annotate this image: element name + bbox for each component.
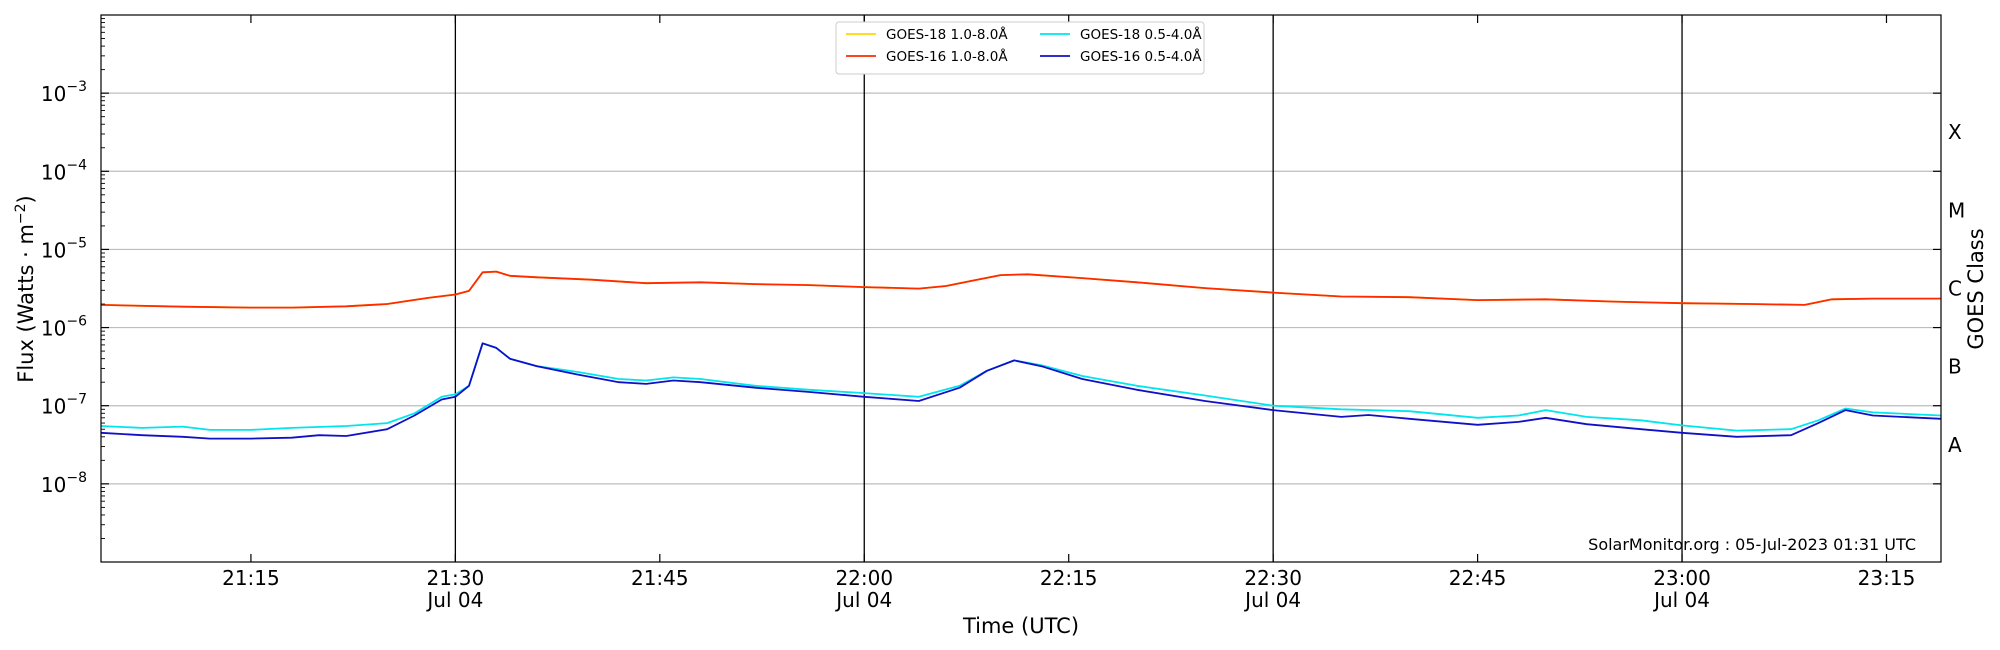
x-tick-label: 22:45 (1449, 566, 1507, 590)
grid-lines (101, 92, 1941, 485)
legend-entry-1: GOES-16 1.0-8.0Å (886, 48, 1008, 65)
y-tick-label: 10−3 (41, 79, 87, 106)
goes-class-label: B (1948, 355, 1962, 379)
y-tick-label: 10−6 (41, 314, 87, 341)
y-tick-exponent: −4 (66, 157, 87, 173)
y-tick-label: 10−5 (41, 235, 87, 262)
x-tick-label: 22:15 (1040, 566, 1098, 590)
y-tick-mantissa: 10 (41, 160, 66, 184)
y-tick-mantissa: 10 (41, 473, 66, 497)
y-tick-labels: 10−810−710−610−510−410−3 (41, 79, 87, 497)
legend-box (835, 21, 1205, 75)
y-tick-exponent: −8 (66, 470, 87, 486)
x-tick-label: 23:15 (1858, 566, 1916, 590)
series-line-1 (100, 270, 1941, 309)
y-tick-mantissa: 10 (41, 317, 66, 341)
x-tick-label: 22:00 (835, 566, 893, 590)
y-tick-exponent: −5 (66, 235, 87, 251)
goes-class-label: A (1948, 433, 1962, 457)
x-axis-title: Time (UTC) (962, 614, 1079, 638)
x-tick-label: 23:00 (1653, 566, 1711, 590)
y-axis-title-exponent: −2 (13, 203, 29, 224)
legend-entry-3: GOES-16 0.5-4.0Å (1080, 48, 1202, 65)
goes-class-label: M (1948, 198, 1965, 222)
legend: GOES-18 1.0-8.0Å GOES-16 1.0-8.0Å GOES-18 … (835, 21, 1205, 75)
day-markers (454, 15, 1683, 562)
x-tick-date-label: Jul 04 (425, 588, 483, 612)
axis-ticks (101, 15, 1941, 562)
goes-class-labels: A B C M X (1948, 120, 1965, 457)
y-tick-mantissa: 10 (41, 82, 66, 106)
y-axis-title-close: ) (14, 195, 38, 203)
x-tick-date-label: Jul 04 (1652, 588, 1710, 612)
source-annotation: SolarMonitor.org : 05-Jul-2023 01:31 UTC (1588, 535, 1916, 554)
y-tick-exponent: −3 (66, 79, 87, 95)
y-tick-label: 10−7 (41, 392, 87, 419)
x-tick-label: 21:45 (631, 566, 689, 590)
legend-entry-0: GOES-18 1.0-8.0Å (886, 26, 1008, 43)
y-tick-mantissa: 10 (41, 238, 66, 262)
series-line-2 (100, 342, 1942, 432)
goes-class-label: C (1948, 277, 1962, 301)
x-tick-date-label: Jul 04 (1243, 588, 1301, 612)
goes-class-label: X (1948, 120, 1962, 144)
x-tick-label: 21:30 (427, 566, 485, 590)
x-tick-label: 22:30 (1244, 566, 1302, 590)
plot-frame (100, 14, 1942, 563)
y-axis-title: Flux (Watts · m−2) (13, 195, 38, 383)
y-tick-label: 10−4 (41, 157, 87, 184)
y-axis-title-main: Flux (Watts · m (14, 224, 38, 383)
x-tick-date-label: Jul 04 (834, 588, 892, 612)
y-tick-label: 10−8 (41, 470, 87, 497)
legend-entry-2: GOES-18 0.5-4.0Å (1080, 26, 1202, 43)
goes-class-title: GOES Class (1964, 228, 1988, 349)
y-tick-mantissa: 10 (41, 395, 66, 419)
series-line-3 (100, 342, 1942, 440)
y-tick-exponent: −7 (66, 392, 87, 408)
y-tick-exponent: −6 (66, 314, 87, 330)
x-tick-label: 21:15 (222, 566, 280, 590)
series-lines (100, 270, 1942, 440)
